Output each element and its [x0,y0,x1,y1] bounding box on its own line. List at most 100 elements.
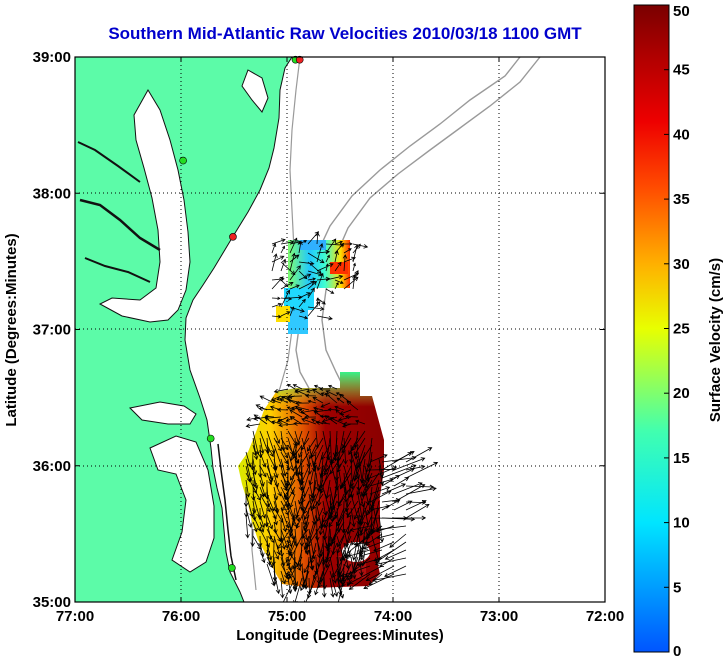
barrier-islands [217,443,237,581]
velocity-arrow [359,521,366,537]
velocity-arrow [252,444,258,457]
y-axis-label: Latitude (Degrees:Minutes) [3,233,20,426]
velocity-arrow [325,479,331,500]
station-marker [228,564,236,572]
velocity-arrow [339,409,352,416]
velocity-arrow [405,447,433,463]
velocity-arrow [245,423,261,428]
velocity-arrow [273,514,278,526]
velocity-vectors [243,231,439,602]
velocity-arrow [266,521,273,541]
velocity-arrow [318,472,331,492]
velocity-arrow [285,542,296,563]
velocity-arrow [351,514,366,546]
velocity-arrow [325,390,338,397]
velocity-arrow [312,493,324,510]
velocity-arrow [282,577,296,602]
colorbar-label: Surface Velocity (cm/s) [707,258,724,422]
velocity-arrow [286,535,303,567]
velocity-arrow [273,465,279,479]
velocity-arrow [266,528,275,544]
velocity-arrow [280,311,291,317]
velocity-arrow [307,287,315,299]
velocity-arrow [369,486,391,495]
velocity-arrow [304,521,317,554]
velocity-arrow [384,549,407,560]
velocity-arrow [312,406,324,411]
velocity-arrow [307,252,325,264]
velocity-arrow [289,252,296,272]
velocity-arrow [344,479,352,513]
colorbar-tick-label: 50 [673,3,690,20]
colorbar-tick-label: 40 [673,126,690,143]
velocity-arrow [303,414,317,420]
velocity-arrow [271,420,282,425]
velocity-arrow [289,451,310,481]
velocity-arrow [381,451,413,471]
velocity-arrow [271,255,285,263]
velocity-arrow [245,479,251,498]
velocity-arrow [280,479,288,492]
velocity-arrow [344,549,371,559]
colorbar-tick-label: 35 [673,191,690,208]
velocity-arrow [405,500,427,511]
velocity-arrow [405,484,435,490]
velocity-arrow [372,573,407,583]
lon-tick-label: 72:00 [586,608,624,625]
velocity-arrow [252,521,258,533]
velocity-arrow [342,423,352,428]
velocity-arrow [369,490,392,503]
velocity-arrow [322,507,331,541]
velocity-arrow [280,535,286,550]
velocity-arrow [266,444,274,458]
velocity-arrow [363,472,380,497]
velocity-arrow [336,397,345,404]
velocity-arrow [365,493,380,517]
velocity-arrow [271,238,286,245]
velocity-arrow [389,533,407,548]
velocity-arrow [307,458,312,475]
velocity-arrow [324,451,338,476]
velocity-arrow [252,486,261,501]
velocity-arrow [312,444,324,466]
velocity-arrow [329,417,345,425]
velocity-arrow [245,507,253,529]
velocity-arrow [316,451,324,472]
velocity-arrow [271,296,281,301]
river-inlet-b [84,257,151,283]
velocity-arrow [342,254,348,272]
velocity-arrow [334,240,343,245]
velocity-arrow [300,570,310,592]
velocity-arrow [289,556,303,580]
lon-tick-label: 77:00 [56,608,94,625]
velocity-arrow [343,248,352,254]
velocity-arrow [273,479,282,497]
velocity-arrow [405,503,430,519]
velocity-arrow [374,557,407,566]
delaware-bay [241,69,269,113]
velocity-arrow [334,279,344,284]
velocity-arrow [353,541,371,547]
velocity-arrow [352,244,359,263]
velocity-arrow [280,279,289,288]
velocity-arrow [326,521,345,552]
lon-tick-label: 73:00 [480,608,518,625]
velocity-arrow [316,242,324,263]
velocity-arrow [348,565,383,584]
velocity-arrow [340,565,371,578]
station-marker [295,55,304,64]
pamlico-sound [149,435,215,573]
colorbar-tick-label: 20 [673,385,690,402]
velocity-arrow [289,254,300,263]
velocity-arrow [376,533,395,540]
velocity-arrow [294,400,310,406]
velocity-arrow [259,549,266,564]
velocity-arrow [334,250,339,263]
velocity-arrow [357,542,364,577]
lon-tick-label: 76:00 [162,608,200,625]
velocity-arrow [303,493,317,521]
velocity-arrow [280,258,287,272]
velocity-arrow [259,437,265,455]
velocity-arrow [250,528,255,548]
